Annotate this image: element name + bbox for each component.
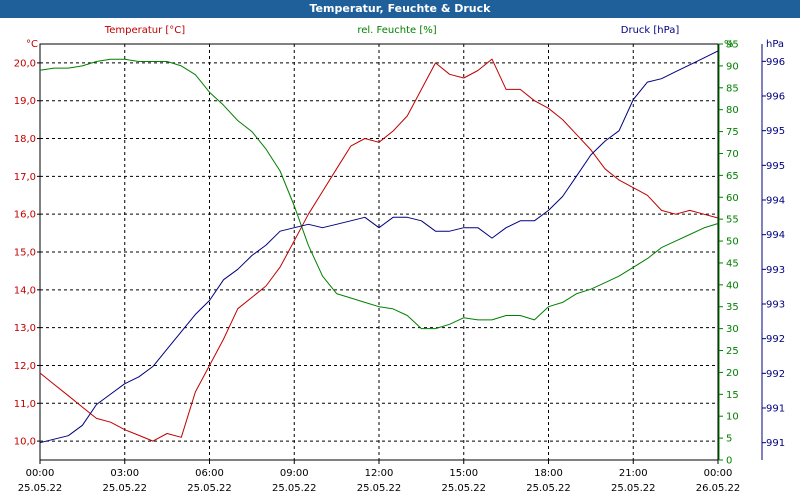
x-tick-date-label: 25.05.22 (611, 483, 656, 494)
temperature-unit-label: °C (26, 39, 38, 50)
temperature-tick-label: 10,0 (14, 437, 36, 448)
pressure-tick-label: 991 (766, 438, 785, 449)
chart-grid (40, 44, 718, 460)
pressure-tick-label: 993 (766, 265, 785, 276)
pressure-tick-label: 995 (766, 161, 785, 172)
temperature-tick-label: 11,0 (14, 399, 36, 410)
x-tick-date-label: 25.05.22 (102, 483, 147, 494)
pressure-tick-label: 992 (766, 369, 785, 380)
x-tick-date-label: 25.05.22 (441, 483, 486, 494)
temperature-tick-label: 19,0 (14, 96, 36, 107)
temperature-tick-label: 18,0 (14, 134, 36, 145)
x-tick-date-label: 25.05.22 (526, 483, 571, 494)
humidity-tick-label: 30 (726, 324, 739, 335)
pressure-tick-label: 996 (766, 92, 785, 103)
humidity-tick-label: 25 (726, 346, 739, 357)
chart-series (39, 50, 719, 444)
pressure-tick-label: 991 (766, 404, 785, 415)
humidity-tick-label: 95 (726, 40, 739, 51)
x-tick-time-label: 03:00 (110, 468, 139, 479)
pressure-axis-ticks: 991 991 992 992 993 993 994 994 995 995 996 996 (762, 57, 785, 449)
x-tick-time-label: 06:00 (195, 468, 224, 479)
x-tick-date-label: 25.05.22 (18, 483, 63, 494)
pressure-unit-label: hPa (766, 39, 784, 50)
pressure-tick-label: 994 (766, 196, 785, 207)
humidity-tick-label: 15 (726, 390, 739, 401)
temperature-tick-label: 20,0 (14, 58, 36, 69)
humidity-tick-label: 75 (726, 127, 739, 138)
humidity-tick-label: 35 (726, 302, 739, 313)
pressure-tick-label: 993 (766, 300, 785, 311)
humidity-tick-label: 85 (726, 83, 739, 94)
x-tick-time-label: 00:00 (26, 468, 55, 479)
humidity-tick-label: 20 (726, 368, 739, 379)
humidity-tick-label: 40 (726, 280, 739, 291)
temperature-tick-label: 17,0 (14, 172, 36, 183)
x-tick-date-label: 25.05.22 (187, 483, 232, 494)
humidity-tick-label: 80 (726, 105, 739, 116)
pressure-tick-label: 992 (766, 334, 785, 345)
x-tick-time-label: 09:00 (280, 468, 309, 479)
temperature-tick-label: 15,0 (14, 248, 36, 259)
temperature-axis-ticks: 10,0 11,0 12,0 13,0 14,0 15,0 16,0 17,0 18,0 19,0… (14, 58, 40, 448)
time-axis-ticks: 00:00 25.05.22 03:00 25.05.22 06:00 25.05.22 0… (18, 460, 741, 494)
humidity-tick-label: 10 (726, 412, 739, 423)
axis-headers: °C% hPa Temperatur [°C] rel. Feuchte [%] Dru… (26, 25, 784, 50)
humidity-tick-label: 90 (726, 61, 739, 72)
pressure-series-line (39, 50, 719, 444)
humidity-legend-label: rel. Feuchte [%] (357, 25, 436, 36)
window-title: Temperatur, Feuchte & Druck (0, 0, 800, 18)
temperature-series-line (39, 58, 719, 442)
humidity-tick-label: 0 (726, 456, 732, 467)
temperature-tick-label: 12,0 (14, 361, 36, 372)
x-tick-time-label: 21:00 (619, 468, 648, 479)
pressure-legend-label: Druck [hPa] (621, 25, 680, 36)
temperature-tick-label: 13,0 (14, 323, 36, 334)
x-tick-time-label: 12:00 (365, 468, 394, 479)
humidity-tick-label: 50 (726, 237, 739, 248)
humidity-tick-label: 65 (726, 171, 739, 182)
temperature-tick-label: 16,0 (14, 210, 36, 221)
humidity-unit-label: % (724, 39, 734, 50)
humidity-tick-label: 5 (726, 434, 732, 445)
pressure-tick-label: 995 (766, 126, 785, 137)
x-tick-date-label: 25.05.22 (357, 483, 402, 494)
humidity-tick-label: 60 (726, 193, 739, 204)
x-tick-time-label: 00:00 (704, 468, 733, 479)
x-tick-time-label: 18:00 (534, 468, 563, 479)
humidity-tick-label: 45 (726, 258, 739, 269)
humidity-tick-label: 70 (726, 149, 739, 160)
x-tick-time-label: 15:00 (449, 468, 478, 479)
humidity-tick-label: 55 (726, 215, 739, 226)
temperature-tick-label: 14,0 (14, 285, 36, 296)
pressure-tick-label: 994 (766, 230, 785, 241)
humidity-series-line (39, 58, 719, 330)
x-tick-date-label: 25.05.22 (272, 483, 317, 494)
x-tick-date-label: 26.05.22 (696, 483, 741, 494)
humidity-axis-ticks: 0 5 10 15 20 25 30 35 40 45 50 55 60 65 70 75 80 85 90 95 (719, 40, 739, 467)
temperature-legend-label: Temperatur [°C] (104, 25, 185, 36)
pressure-tick-label: 996 (766, 57, 785, 68)
